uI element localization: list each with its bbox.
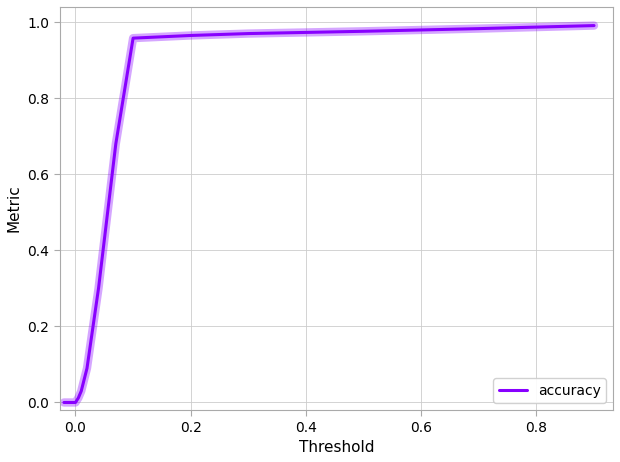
accuracy [72,400,79,405]
accuracy [360,29,367,34]
accuracy [245,31,252,36]
accuracy [112,141,120,146]
accuracy [187,33,195,38]
accuracy [130,36,137,41]
accuracy [60,400,68,405]
accuracy [475,26,482,31]
accuracy [78,388,85,394]
accuracy [95,286,102,291]
Y-axis label: Metric: Metric [7,185,22,232]
accuracy [83,365,91,371]
Line: accuracy: accuracy [64,25,594,402]
Legend: accuracy: accuracy [494,378,606,403]
X-axis label: Threshold: Threshold [299,440,374,455]
accuracy [74,395,82,401]
accuracy [590,23,598,28]
